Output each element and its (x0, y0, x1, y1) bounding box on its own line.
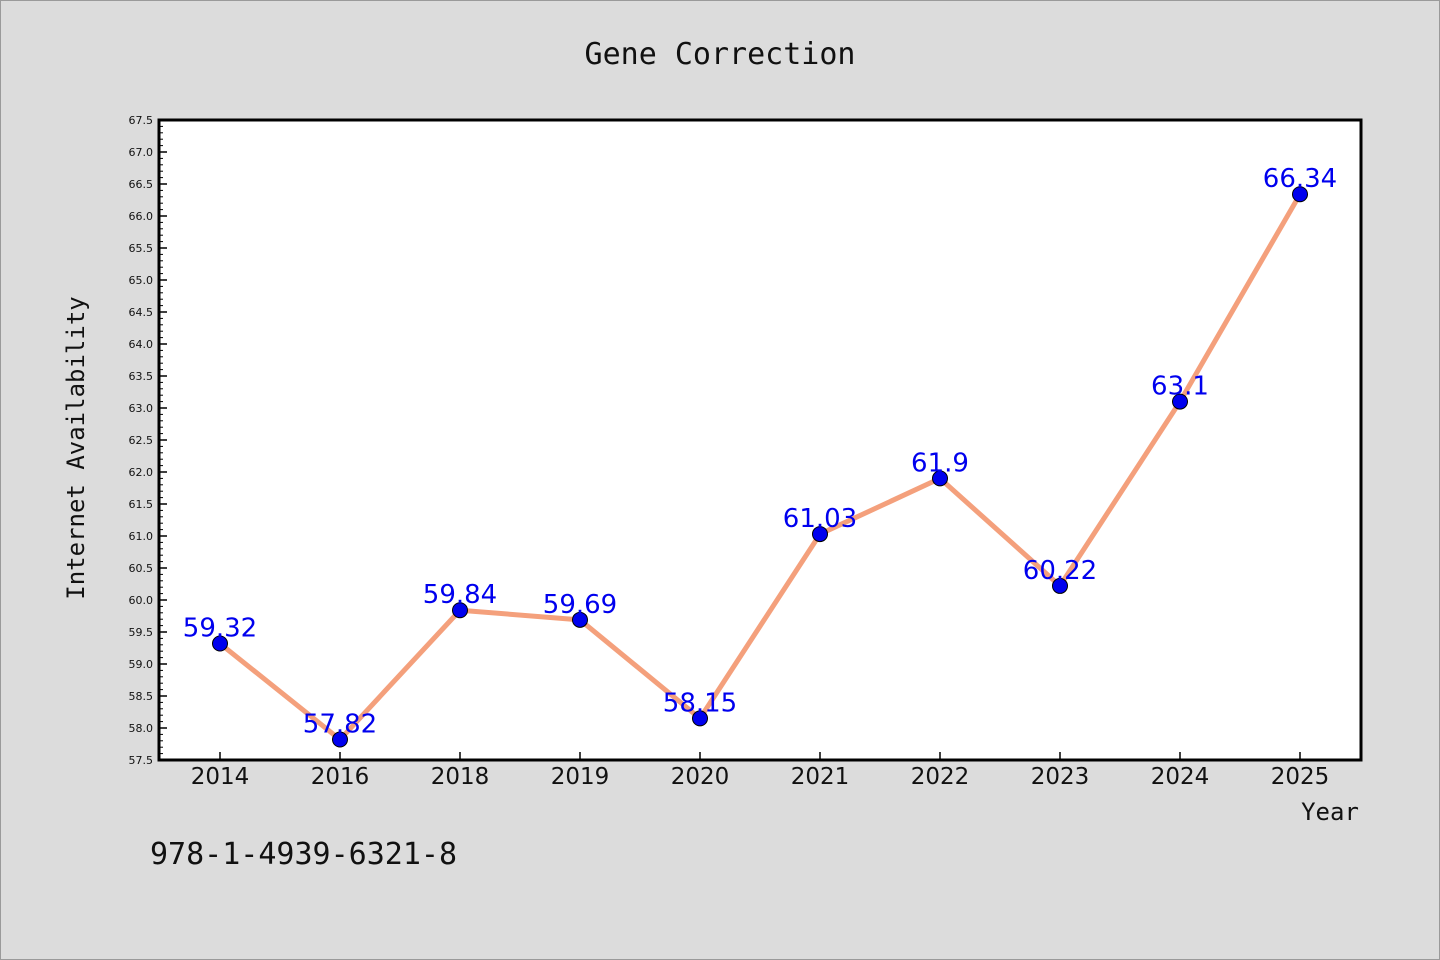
y-axis: 57.5 58.0 58.5 59.0 59.5 60.0 60.5 61.0 61.5 62.0… (129, 114, 167, 767)
data-point (572, 611, 588, 628)
chart-title: Gene Correction (585, 37, 856, 72)
x-tick-label: 2014 (191, 764, 250, 790)
y-tick-label: 58.0 (129, 722, 154, 735)
data-label: 58.15 (663, 688, 737, 718)
y-axis-label: Internet Availability (62, 296, 90, 599)
data-label: 59.84 (423, 580, 497, 610)
series-layer (212, 186, 1308, 748)
x-tick-label: 2020 (671, 764, 730, 790)
data-point (1172, 393, 1188, 410)
data-label: 61.9 (911, 448, 969, 478)
x-tick-label: 2023 (1031, 764, 1090, 790)
data-point (1052, 577, 1068, 594)
y-tick-label: 58.5 (129, 690, 154, 703)
plot-area (157, 118, 1363, 762)
y-tick-label: 66.5 (129, 178, 154, 191)
y-tick-label: 65.5 (129, 242, 154, 255)
y-tick-label: 61.0 (129, 530, 154, 543)
x-tick-label: 2022 (911, 764, 970, 790)
y-tick-label: 67.5 (129, 114, 154, 127)
data-label: 59.69 (543, 590, 617, 620)
y-tick-label: 65.0 (129, 274, 154, 287)
data-label-layer: 59.32 57.82 59.84 59.69 58.15 61.03 61.9 60.22 6… (183, 164, 1337, 739)
x-tick-label: 2016 (311, 764, 370, 790)
x-axis-label: Year (1301, 798, 1359, 826)
data-label: 61.03 (783, 504, 857, 534)
data-point (932, 470, 948, 487)
data-point (812, 526, 828, 543)
x-axis: 2014 2016 2018 2019 2020 2021 2022 2023 2024 2025 (191, 752, 1330, 790)
y-tick-label: 63.0 (129, 402, 154, 415)
y-tick-label: 64.0 (129, 338, 154, 351)
data-label: 63.1 (1151, 372, 1209, 402)
y-tick-label: 63.5 (129, 370, 154, 383)
y-tick-label: 61.5 (129, 498, 154, 511)
x-tick-label: 2024 (1151, 764, 1210, 790)
x-tick-label: 2018 (431, 764, 490, 790)
y-tick-label: 66.0 (129, 210, 154, 223)
y-tick-label: 64.5 (129, 306, 154, 319)
data-point (332, 731, 348, 748)
y-tick-label: 62.0 (129, 466, 154, 479)
data-point (692, 710, 708, 727)
y-tick-label: 57.5 (129, 754, 154, 767)
x-tick-label: 2019 (551, 764, 610, 790)
y-tick-label: 60.0 (129, 594, 154, 607)
data-label: 66.34 (1263, 164, 1337, 194)
data-point (452, 602, 468, 619)
data-label: 57.82 (303, 710, 377, 740)
y-tick-label: 59.5 (129, 626, 154, 639)
y-tick-label: 60.5 (129, 562, 154, 575)
x-tick-label: 2025 (1271, 764, 1330, 790)
data-label: 59.32 (183, 614, 257, 644)
x-tick-label: 2021 (791, 764, 850, 790)
data-point (212, 635, 228, 652)
y-tick-label: 59.0 (129, 658, 154, 671)
data-label: 60.22 (1023, 556, 1097, 586)
y-tick-label: 67.0 (129, 146, 154, 159)
series-line (217, 191, 1303, 743)
data-point (1292, 186, 1308, 203)
isbn-text: 978-1-4939-6321-8 (150, 837, 457, 872)
y-tick-label: 62.5 (129, 434, 154, 447)
